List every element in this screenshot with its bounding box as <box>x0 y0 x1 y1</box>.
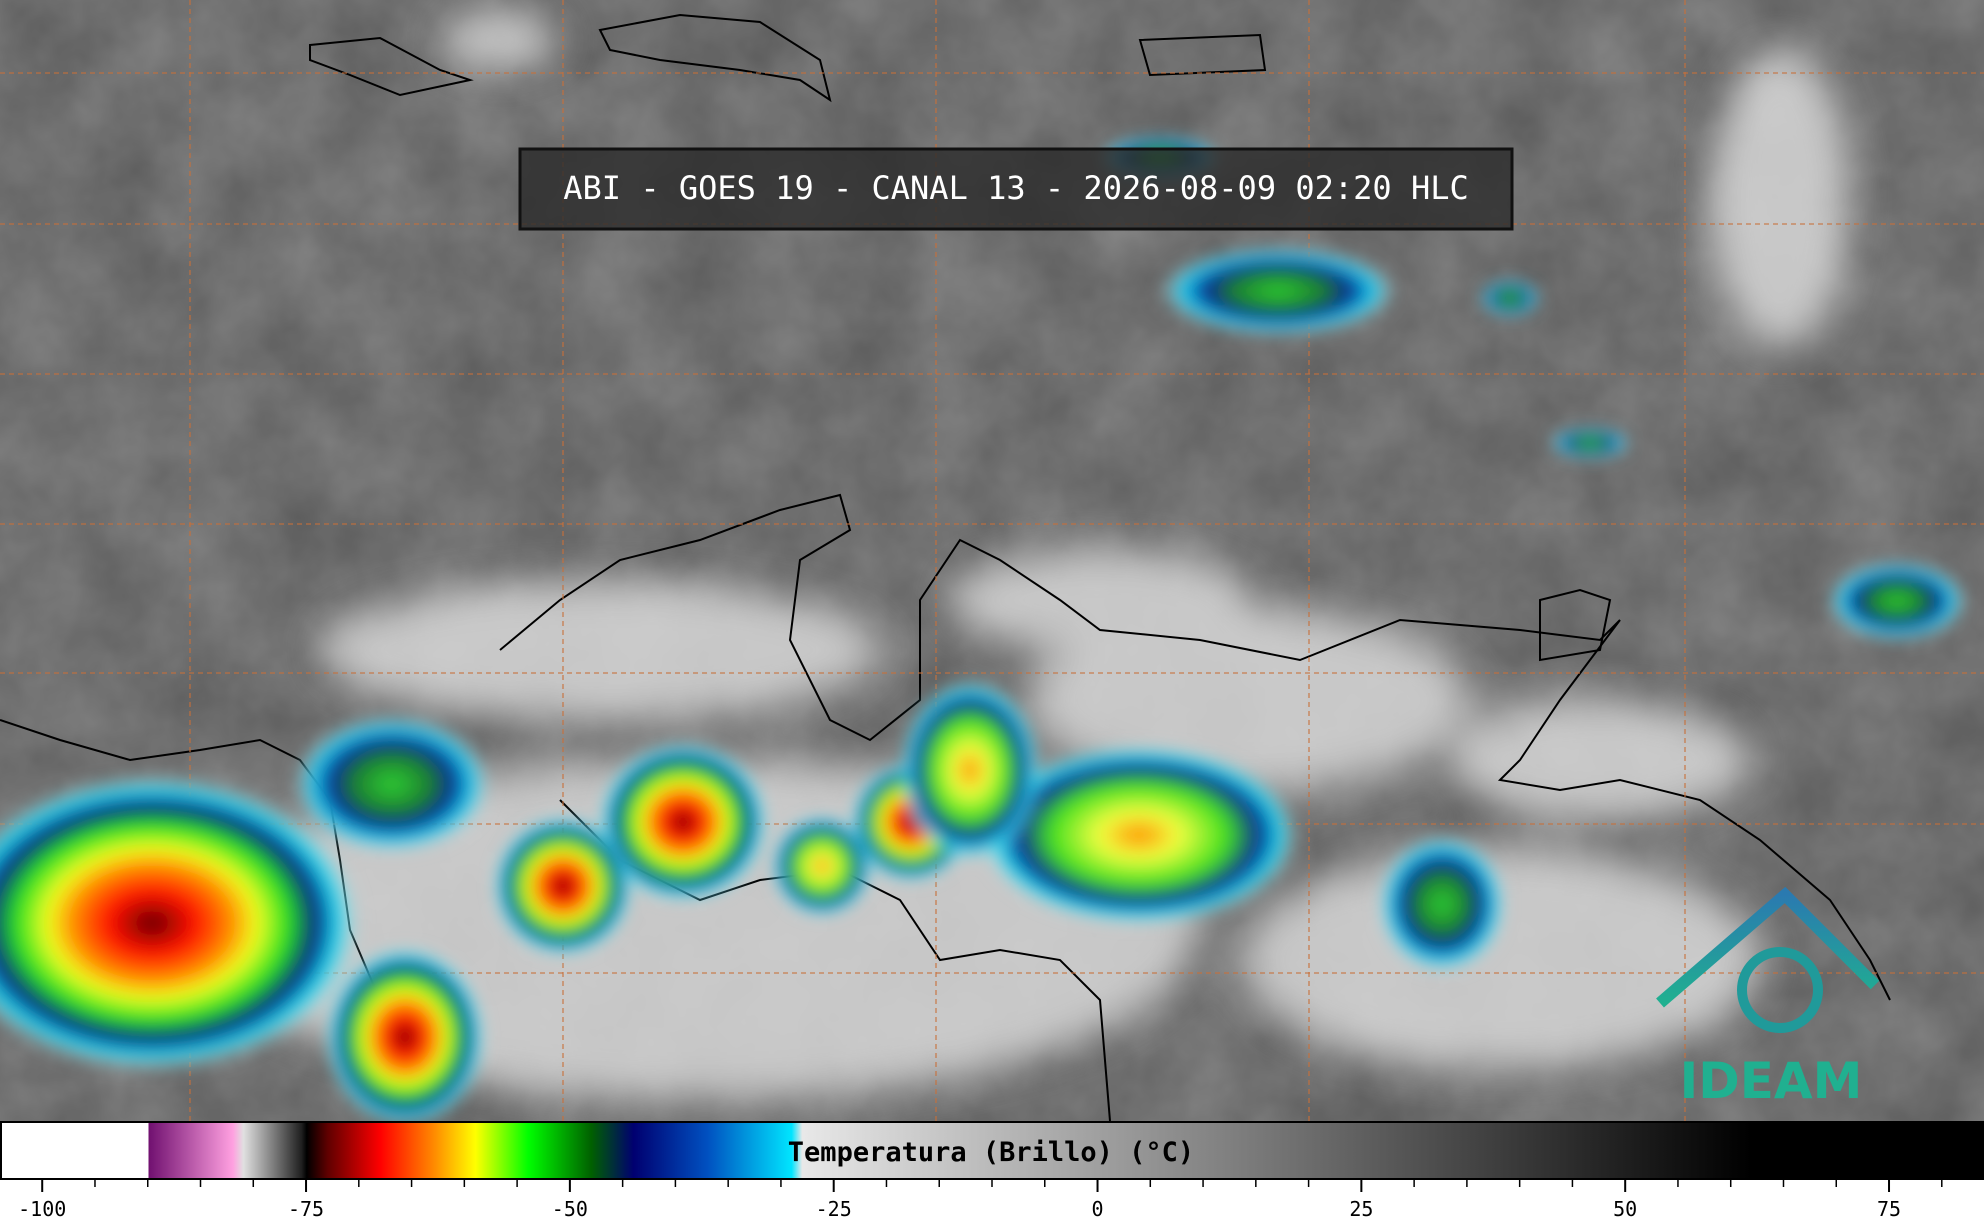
tick-label: -75 <box>288 1197 324 1221</box>
tick-label: 0 <box>1092 1197 1104 1221</box>
colorbar-label: Temperatura (Brillo) (°C) <box>788 1137 1194 1168</box>
title: ABI - GOES 19 - CANAL 13 - 2026-08-09 02… <box>563 169 1468 207</box>
tick-label: 75 <box>1877 1197 1901 1221</box>
tick-label: -50 <box>552 1197 588 1221</box>
tick-label: 50 <box>1613 1197 1637 1221</box>
tick-label: 25 <box>1349 1197 1373 1221</box>
logo-text: IDEAM <box>1680 1052 1863 1110</box>
logo: IDEAM <box>1656 886 1880 1110</box>
tick-label: -100 <box>18 1197 66 1221</box>
tick-label: -25 <box>816 1197 852 1221</box>
colorbar: Temperatura (Brillo) (°C) -100 -75 -50 -25 0… <box>0 1121 1984 1222</box>
title-box: ABI - GOES 19 - CANAL 13 - 2026-08-09 02… <box>518 147 1514 231</box>
cloud-tops <box>0 136 1967 1127</box>
